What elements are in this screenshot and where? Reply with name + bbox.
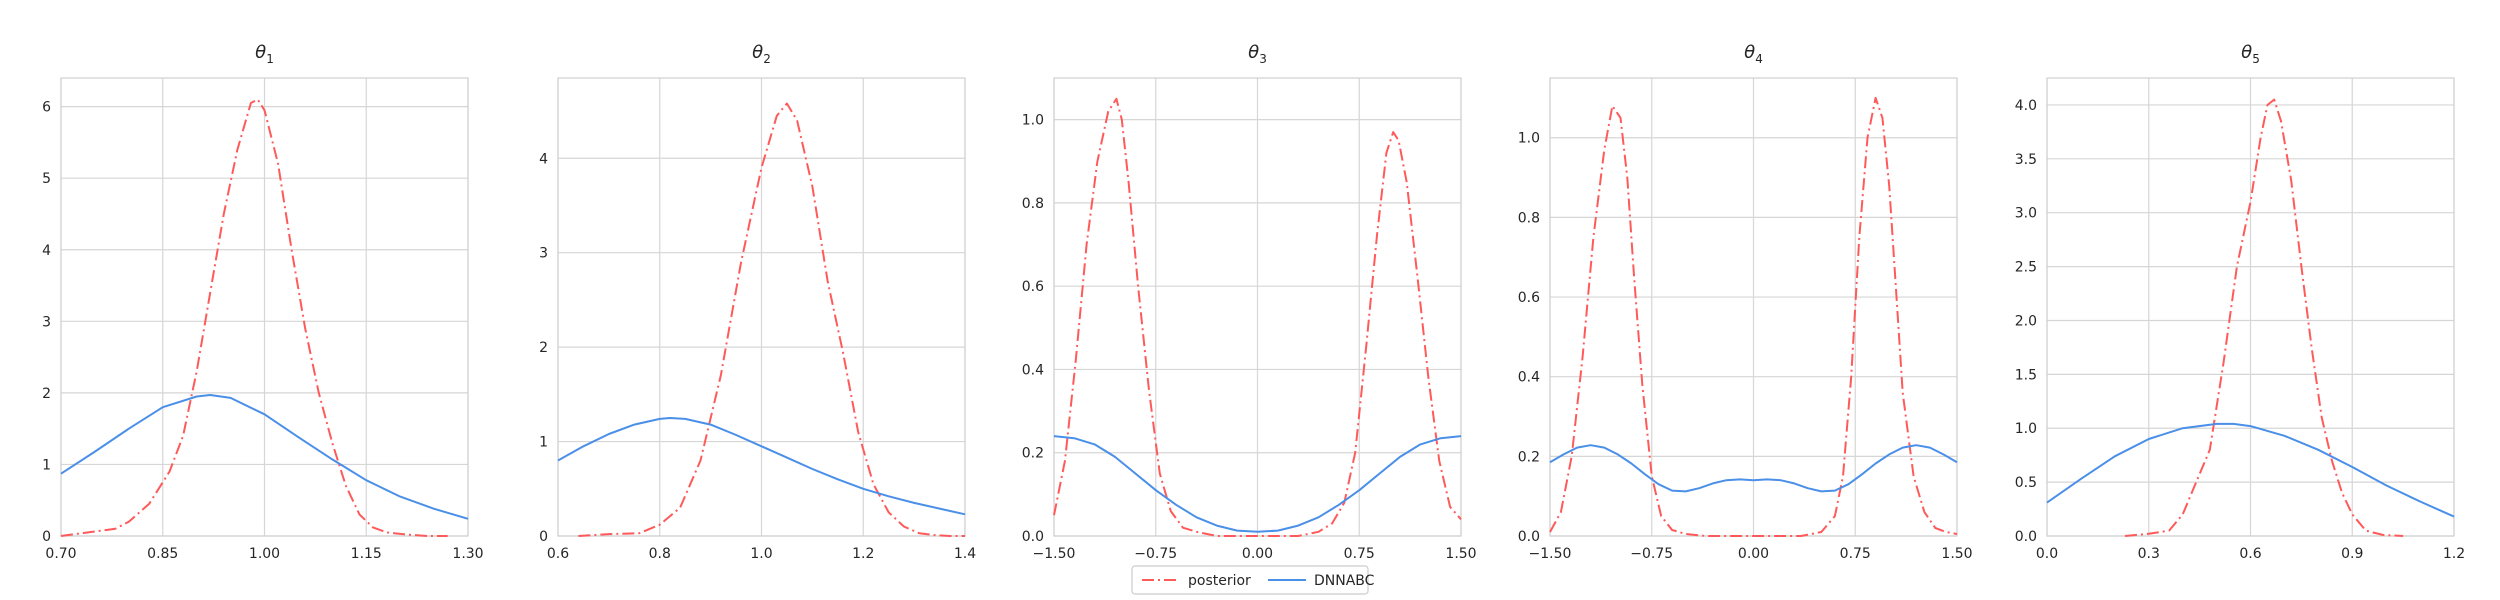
y-tick-label: 2.5	[2015, 260, 2037, 276]
y-tick-label: 1	[42, 457, 51, 473]
series-line-dnnabc	[60, 394, 469, 520]
legend-label-posterior: posterior	[1188, 573, 1251, 589]
legend: posterior DNNABC	[1131, 565, 1375, 595]
y-tick-label: 6	[42, 100, 51, 116]
x-tick-label: 1.00	[249, 546, 280, 562]
y-tick-label: 0.4	[1022, 362, 1044, 378]
y-tick-label: 0.0	[1518, 529, 1540, 545]
x-tick-label: 0.70	[45, 546, 76, 562]
x-tick-label: 0.8	[649, 546, 671, 562]
panel-5: 0.0 0.3 0.6 0.9 1.2 0.0 0.5 1.0 1.5 2.0 2.5 3.0 3.5 4…	[2015, 42, 2465, 562]
x-tick-label: 0.75	[1840, 546, 1871, 562]
y-tick-label: 3	[539, 246, 548, 262]
x-tick-label: 0.6	[2239, 546, 2261, 562]
y-tick-label: 1.0	[1022, 113, 1044, 129]
y-tick-label: 3.5	[2015, 152, 2037, 168]
panel-2: 0.6 0.8 1.0 1.2 1.4 0 1 2 3 4 θ2	[539, 42, 976, 562]
y-tick-label: 4	[539, 151, 548, 167]
x-tick-label: 0.00	[1242, 546, 1273, 562]
panel-title: θ1	[255, 42, 274, 66]
x-tick-label: 1.2	[2443, 546, 2465, 562]
series-line-dnnabc	[557, 417, 966, 516]
y-tick-label: 0.8	[1518, 210, 1540, 226]
x-tick-label: 1.2	[852, 546, 874, 562]
y-tick-label: 0.6	[1518, 290, 1540, 306]
x-tick-label: 0.00	[1738, 546, 1769, 562]
x-tick-label: 1.0	[750, 546, 772, 562]
y-tick-label: 5	[42, 171, 51, 187]
y-tick-label: 0.0	[2015, 529, 2037, 545]
y-tick-label: 0.2	[1022, 446, 1044, 462]
legend-box	[1131, 565, 1369, 595]
series-line-posterior	[2124, 98, 2404, 537]
plot-frame	[557, 77, 966, 537]
series-line-posterior	[60, 98, 448, 537]
series-line-dnnabc	[2046, 422, 2455, 518]
panel-4: −1.50 −0.75 0.00 0.75 1.50 0.0 0.2 0.4 0.6 0.8 1.0…	[1518, 42, 1973, 562]
x-tick-label: −0.75	[1134, 546, 1177, 562]
y-tick-label: 0	[42, 529, 51, 545]
y-tick-label: 2	[42, 386, 51, 402]
series-line-posterior	[1549, 96, 1958, 537]
x-tick-label: −1.50	[1529, 546, 1572, 562]
x-tick-label: 1.30	[452, 546, 483, 562]
y-tick-label: 4	[42, 243, 51, 259]
x-tick-label: 1.50	[1941, 546, 1972, 562]
y-tick-label: 0.8	[1022, 196, 1044, 212]
panel-title: θ2	[752, 42, 771, 66]
y-tick-label: 0.4	[1518, 370, 1540, 386]
y-tick-label: 3	[42, 314, 51, 330]
x-tick-label: 1.4	[954, 546, 976, 562]
series-line-dnnabc	[1053, 435, 1462, 533]
x-tick-label: 0.3	[2138, 546, 2160, 562]
x-tick-label: 0.0	[2036, 546, 2058, 562]
x-tick-label: 0.6	[547, 546, 569, 562]
x-tick-label: 1.50	[1445, 546, 1476, 562]
series-line-dnnabc	[1549, 444, 1958, 493]
x-tick-label: 0.9	[2341, 546, 2363, 562]
panel-1: 0.70 0.85 1.00 1.15 1.30 0 1 2 3 4 5 6 θ1	[42, 42, 484, 562]
y-tick-label: 2.0	[2015, 313, 2037, 329]
y-tick-label: 3.0	[2015, 206, 2037, 222]
panel-title: θ5	[2241, 42, 2260, 66]
y-tick-label: 0.0	[1022, 529, 1044, 545]
series-line-posterior	[578, 102, 965, 537]
x-tick-label: −0.75	[1630, 546, 1673, 562]
panel-3: −1.50 −0.75 0.00 0.75 1.50 0.0 0.2 0.4 0.6 0.8 1.0…	[1022, 42, 1477, 562]
legend-label-dnnabc: DNNABC	[1314, 573, 1375, 589]
y-tick-label: 1.0	[1518, 131, 1540, 147]
panel-title: θ3	[1248, 42, 1267, 66]
y-tick-label: 0.6	[1022, 279, 1044, 295]
y-tick-label: 1.0	[2015, 421, 2037, 437]
plot-frame	[2046, 77, 2455, 537]
y-tick-label: 0.2	[1518, 449, 1540, 465]
series-line-posterior	[1053, 97, 1462, 537]
y-tick-label: 2	[539, 340, 548, 356]
y-tick-label: 0.5	[2015, 475, 2037, 491]
y-tick-label: 1	[539, 435, 548, 451]
y-tick-label: 4.0	[2015, 98, 2037, 114]
x-tick-label: 0.85	[147, 546, 178, 562]
x-tick-label: 1.15	[351, 546, 382, 562]
panel-title: θ4	[1744, 42, 1763, 66]
y-tick-label: 0	[539, 529, 548, 545]
y-tick-label: 1.5	[2015, 367, 2037, 383]
plot-frame	[60, 77, 469, 537]
x-tick-label: −1.50	[1033, 546, 1076, 562]
x-tick-label: 0.75	[1344, 546, 1375, 562]
